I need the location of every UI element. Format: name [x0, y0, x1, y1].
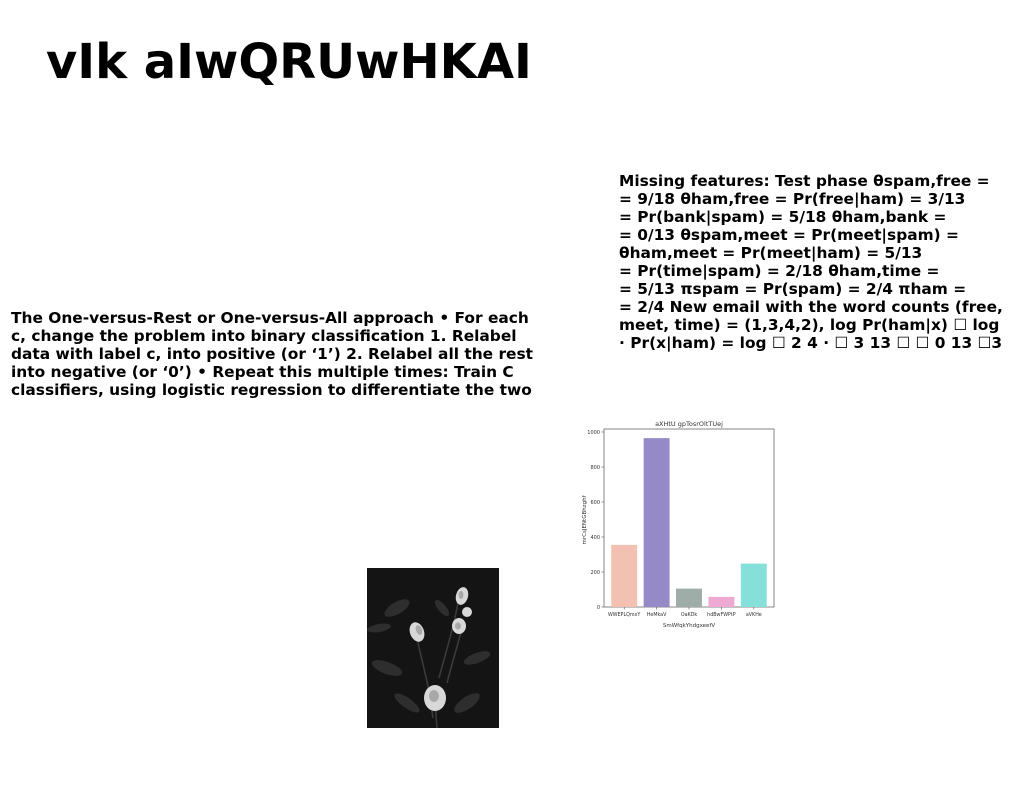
chart-x-tick-label: aVKHe: [746, 612, 762, 618]
paragraph-line: = 9/18 θham,free = Pr(free|ham) = 3/13: [619, 190, 966, 208]
chart-y-axis-label: mrCsJENtGBhzghf: [582, 494, 588, 544]
roses-photo-icon: [367, 568, 499, 728]
chart-x-tick-label: WWEPLQmxY: [608, 612, 640, 618]
roses-photo: [367, 568, 499, 728]
paragraph-line: c, change the problem into binary classi…: [11, 327, 517, 345]
slide-title: vIk aIwQRUwHKAI: [46, 34, 532, 90]
paragraph-line: Missing features: Test phase θspam,free …: [619, 172, 990, 190]
chart-bar: [708, 596, 735, 607]
chart-y-tick-label: 800: [590, 465, 600, 471]
chart-title: aXHtU gpTosrOltTUej: [655, 420, 723, 428]
paragraph-line: The One-versus-Rest or One-versus-All ap…: [11, 309, 529, 327]
paragraph-line: = 2/4 New email with the word counts (fr…: [619, 298, 1003, 316]
chart-y-tick-label: 400: [590, 535, 600, 541]
missing-features-paragraph: Missing features: Test phase θspam,free …: [619, 172, 1024, 354]
one-vs-rest-paragraph: The One-versus-Rest or One-versus-All ap…: [11, 309, 563, 399]
paragraph-line: meet, time) = (1,3,4,2), log Pr(ham|x) ☐…: [619, 316, 1000, 334]
chart-bar: [676, 588, 702, 607]
paragraph-line: · Pr(x|ham) = log ☐ 2 4 · ☐ 3 13 ☐ ☐ 0 1…: [619, 334, 1003, 352]
bar-chart: aXHtU gpTosrOltTUej mrCsJENtGBhzghf SmWf…: [578, 416, 778, 630]
chart-x-axis-label: SmWfqkYhdgxeefV: [663, 623, 716, 629]
paragraph-line: data with label c, into positive (or ‘1’…: [11, 345, 534, 363]
chart-y-tick-label: 0: [597, 605, 600, 611]
paragraph-line: = Pr(bank|spam) = 5/18 θham,bank =: [619, 208, 947, 226]
bar-chart-svg: aXHtU gpTosrOltTUej mrCsJENtGBhzghf SmWf…: [582, 420, 775, 629]
paragraph-line: classifiers, using logistic regression t…: [11, 381, 532, 399]
chart-x-tick-label: HeMkaV: [647, 612, 667, 618]
chart-marks: 0 200 400 600 800 1000 WWEPLQmxY HeMkaV OaKDk hdB…: [587, 428, 775, 618]
chart-bar: [611, 544, 638, 607]
chart-y-tick-label: 200: [590, 570, 600, 576]
chart-bar: [740, 563, 767, 607]
chart-y-tick-label: 600: [590, 500, 600, 506]
chart-y-tick-label: 1000: [587, 430, 600, 436]
paragraph-line: = Pr(time|spam) = 2/18 θham,time =: [619, 262, 940, 280]
paragraph-line: θham,meet = Pr(meet|ham) = 5/13: [619, 244, 923, 262]
paragraph-line: into negative (or ‘0’) • Repeat this mul…: [11, 363, 514, 381]
paragraph-line: = 0/13 θspam,meet = Pr(meet|spam) =: [619, 226, 959, 244]
chart-bar: [643, 438, 670, 607]
paragraph-line: = 5/13 πspam = Pr(spam) = 2/4 πham =: [619, 280, 967, 298]
chart-x-tick-label: hdBwFWPtP: [707, 612, 736, 618]
chart-x-tick-label: OaKDk: [681, 612, 698, 618]
